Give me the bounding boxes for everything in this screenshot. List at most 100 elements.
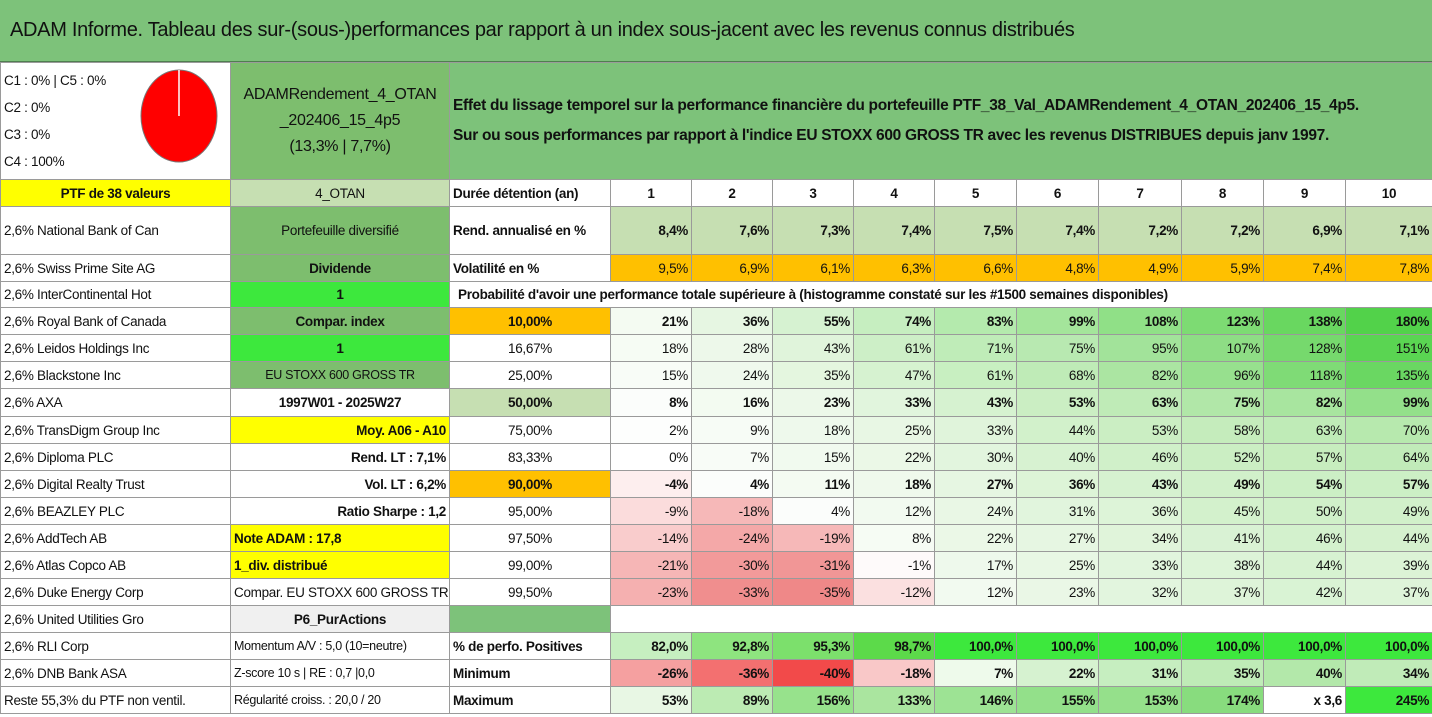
vol-label[interactable]: Volatilité en %: [449, 254, 611, 282]
prob-value[interactable]: 95%: [1098, 334, 1182, 362]
info-cell[interactable]: Dividende: [230, 254, 450, 282]
vol-value[interactable]: 6,6%: [934, 254, 1017, 282]
year-header[interactable]: 10: [1344, 179, 1432, 207]
prob-value[interactable]: 75%: [1016, 334, 1099, 362]
holding-name[interactable]: 2,6% AXA: [0, 388, 231, 417]
prob-value[interactable]: 25%: [853, 416, 935, 444]
prob-value[interactable]: 31%: [1016, 497, 1099, 525]
holding-name[interactable]: 2,6% Digital Realty Trust: [0, 470, 231, 498]
pos-value[interactable]: 98,7%: [853, 632, 935, 660]
info-cell[interactable]: Portefeuille diversifié: [230, 206, 450, 255]
prob-value[interactable]: 53%: [1016, 388, 1099, 417]
prob-value[interactable]: 12%: [853, 497, 935, 525]
holding-name[interactable]: 2,6% Diploma PLC: [0, 443, 231, 471]
max-value[interactable]: 146%: [934, 686, 1017, 714]
pos-value[interactable]: 100,0%: [1181, 632, 1264, 660]
prob-value[interactable]: 99%: [1016, 307, 1099, 335]
prob-value[interactable]: 18%: [610, 334, 692, 362]
max-value[interactable]: 156%: [772, 686, 854, 714]
info-cell[interactable]: 4_OTAN: [230, 179, 450, 207]
prob-value[interactable]: 24%: [691, 361, 773, 389]
prob-value[interactable]: 71%: [934, 334, 1017, 362]
holding-name[interactable]: 2,6% Duke Energy Corp: [0, 578, 231, 606]
holding-name[interactable]: 2,6% Blackstone Inc: [0, 361, 231, 389]
pos-value[interactable]: 82,0%: [610, 632, 692, 660]
year-header[interactable]: 4: [853, 179, 935, 207]
prob-value[interactable]: 54%: [1263, 470, 1346, 498]
prob-value[interactable]: 35%: [772, 361, 854, 389]
pos-value[interactable]: 100,0%: [1098, 632, 1182, 660]
year-header[interactable]: 8: [1181, 179, 1264, 207]
prob-value[interactable]: 61%: [853, 334, 935, 362]
min-value[interactable]: 35%: [1181, 659, 1264, 687]
prob-value[interactable]: -19%: [772, 524, 854, 552]
max-value[interactable]: x 3,6: [1263, 686, 1346, 714]
holding-name[interactable]: 2,6% BEAZLEY PLC: [0, 497, 231, 525]
prob-value[interactable]: 70%: [1344, 416, 1432, 444]
prob-value[interactable]: 11%: [772, 470, 854, 498]
vol-value[interactable]: 5,9%: [1181, 254, 1264, 282]
info-cell[interactable]: Momentum A/V : 5,0 (10=neutre): [230, 632, 450, 660]
prob-value[interactable]: 8%: [610, 388, 692, 417]
prob-value[interactable]: 151%: [1344, 334, 1432, 362]
probability-level[interactable]: 99,50%: [449, 578, 611, 606]
holding-name[interactable]: 2,6% DNB Bank ASA: [0, 659, 231, 687]
info-cell[interactable]: Compar. EU STOXX 600 GROSS TR: [230, 578, 450, 606]
rend-value[interactable]: 7,4%: [853, 206, 935, 255]
pos-value[interactable]: 100,0%: [1016, 632, 1099, 660]
prob-value[interactable]: -21%: [610, 551, 692, 579]
prob-value[interactable]: 43%: [934, 388, 1017, 417]
min-value[interactable]: 7%: [934, 659, 1017, 687]
prob-value[interactable]: 8%: [853, 524, 935, 552]
year-header[interactable]: 7: [1098, 179, 1182, 207]
info-cell[interactable]: 1_div. distribué: [230, 551, 450, 579]
probability-level[interactable]: 75,00%: [449, 416, 611, 444]
year-header[interactable]: 2: [691, 179, 773, 207]
vol-value[interactable]: 7,8%: [1344, 254, 1432, 282]
prob-value[interactable]: -4%: [610, 470, 692, 498]
year-header[interactable]: 3: [772, 179, 854, 207]
prob-value[interactable]: 61%: [934, 361, 1017, 389]
prob-value[interactable]: 63%: [1098, 388, 1182, 417]
info-cell[interactable]: Régularité croiss. : 20,0 / 20: [230, 686, 450, 714]
prob-value[interactable]: 57%: [1344, 470, 1432, 498]
prob-value[interactable]: 21%: [610, 307, 692, 335]
prob-value[interactable]: 34%: [1098, 524, 1182, 552]
info-cell[interactable]: Z-score 10 s | RE : 0,7 |0,0: [230, 659, 450, 687]
year-header[interactable]: 5: [934, 179, 1017, 207]
prob-value[interactable]: 44%: [1344, 524, 1432, 552]
min-label[interactable]: Minimum: [449, 659, 611, 687]
prob-value[interactable]: 23%: [1016, 578, 1099, 606]
prob-value[interactable]: 9%: [691, 416, 773, 444]
vol-value[interactable]: 6,1%: [772, 254, 854, 282]
prob-value[interactable]: 46%: [1098, 443, 1182, 471]
prob-value[interactable]: 128%: [1263, 334, 1346, 362]
min-value[interactable]: 34%: [1344, 659, 1432, 687]
prob-value[interactable]: 4%: [772, 497, 854, 525]
prob-value[interactable]: 36%: [691, 307, 773, 335]
prob-value[interactable]: 33%: [934, 416, 1017, 444]
holding-name[interactable]: 2,6% Royal Bank of Canada: [0, 307, 231, 335]
info-cell[interactable]: Moy. A06 - A10: [230, 416, 450, 444]
prob-value[interactable]: -33%: [691, 578, 773, 606]
info-cell[interactable]: Rend. LT : 7,1%: [230, 443, 450, 471]
prob-value[interactable]: 108%: [1098, 307, 1182, 335]
prob-value[interactable]: 42%: [1263, 578, 1346, 606]
max-value[interactable]: 89%: [691, 686, 773, 714]
prob-value[interactable]: 43%: [1098, 470, 1182, 498]
vol-value[interactable]: 6,3%: [853, 254, 935, 282]
prob-value[interactable]: 44%: [1263, 551, 1346, 579]
probability-level[interactable]: 25,00%: [449, 361, 611, 389]
prob-value[interactable]: 33%: [853, 388, 935, 417]
prob-value[interactable]: -24%: [691, 524, 773, 552]
max-value[interactable]: 155%: [1016, 686, 1099, 714]
holding-name[interactable]: 2,6% National Bank of Can: [0, 206, 231, 255]
info-cell[interactable]: Vol. LT : 6,2%: [230, 470, 450, 498]
holding-name[interactable]: 2,6% Swiss Prime Site AG: [0, 254, 231, 282]
rend-value[interactable]: 7,6%: [691, 206, 773, 255]
prob-value[interactable]: 37%: [1344, 578, 1432, 606]
vol-value[interactable]: 4,8%: [1016, 254, 1099, 282]
holding-name[interactable]: 2,6% AddTech AB: [0, 524, 231, 552]
probability-level[interactable]: 90,00%: [449, 470, 611, 498]
prob-value[interactable]: 25%: [1016, 551, 1099, 579]
